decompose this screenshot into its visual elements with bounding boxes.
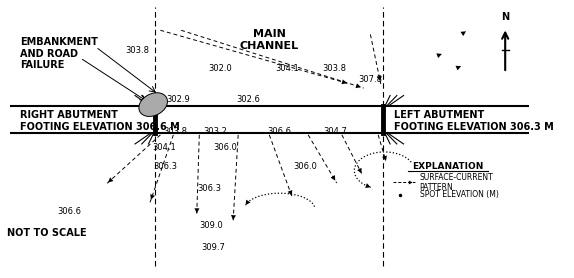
Text: 303.8: 303.8 [163,127,187,136]
Text: 303.8: 303.8 [322,64,346,73]
Text: SPOT ELEVATION (M): SPOT ELEVATION (M) [420,190,499,199]
Text: 306.0: 306.0 [214,143,237,152]
Text: EMBANKMENT
AND ROAD
FAILURE: EMBANKMENT AND ROAD FAILURE [21,37,98,70]
Text: 303.2: 303.2 [203,127,227,136]
Text: 309.0: 309.0 [199,221,223,230]
Text: 306.3: 306.3 [154,162,177,171]
Text: 306.6: 306.6 [57,207,82,217]
Text: SURFACE-CURRENT
PATTERN: SURFACE-CURRENT PATTERN [420,173,494,192]
Text: 306.3: 306.3 [197,184,222,193]
Text: 309.7: 309.7 [201,243,225,252]
Text: LEFT ABUTMENT
FOOTING ELEVATION 306.3 M: LEFT ABUTMENT FOOTING ELEVATION 306.3 M [394,110,553,132]
Text: 302.9: 302.9 [166,95,191,104]
Text: MAIN
CHANNEL: MAIN CHANNEL [240,29,299,51]
Text: 307.8: 307.8 [358,75,382,84]
Text: N: N [501,12,509,22]
Text: RIGHT ABUTMENT
FOOTING ELEVATION 306.6 M: RIGHT ABUTMENT FOOTING ELEVATION 306.6 M [21,110,180,132]
Text: 304.7: 304.7 [324,127,348,136]
Text: EXPLANATION: EXPLANATION [413,162,484,171]
Text: 304.1: 304.1 [276,64,299,73]
Text: 302.0: 302.0 [208,64,232,73]
Text: 306.6: 306.6 [267,127,292,136]
Text: 306.0: 306.0 [294,162,317,171]
Text: 302.6: 302.6 [236,95,261,104]
Text: 304.1: 304.1 [153,143,176,152]
Text: 303.8: 303.8 [125,46,149,55]
Text: NOT TO SCALE: NOT TO SCALE [6,228,86,238]
Ellipse shape [139,93,168,116]
